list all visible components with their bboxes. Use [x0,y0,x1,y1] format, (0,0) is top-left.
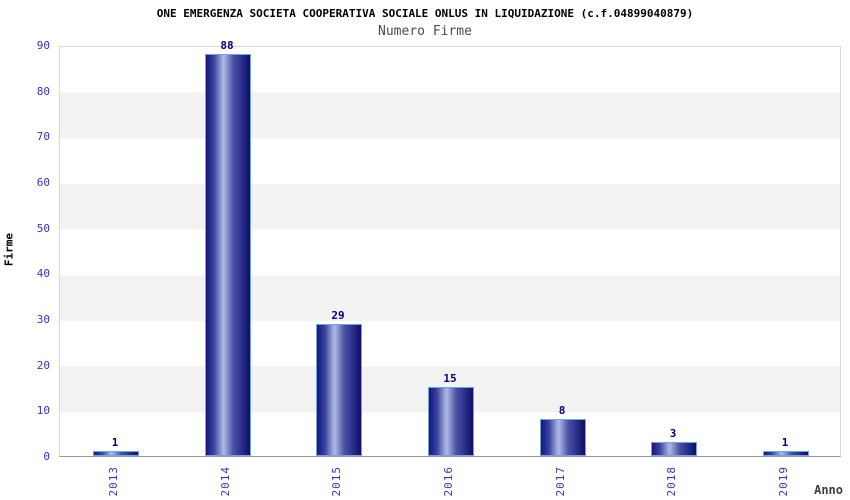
bar-value-label: 88 [220,39,234,52]
y-tick-label: 60 [36,176,50,189]
bar-2017 [540,419,586,456]
chart-subtitle: Numero Firme [378,24,472,39]
y-tick-label: 70 [36,130,50,144]
y-tick-label: 90 [36,39,50,52]
chart-title: ONE EMERGENZA SOCIETA COOPERATIVA SOCIAL… [156,7,694,20]
bar-2014 [205,54,251,456]
y-tick-label: 80 [36,84,50,98]
x-tick-label: 2013 [107,466,120,497]
bar-2013 [93,451,139,456]
bar-2019 [763,451,809,456]
x-axis-title: Anno [814,483,843,497]
bar-2018 [651,442,697,456]
bar-value-label: 15 [443,372,457,385]
bar-value-label: 29 [331,309,345,322]
y-tick-label: 40 [36,267,50,281]
y-axis-title-label: Firme [2,232,16,267]
x-tick-label: 2019 [777,466,790,497]
y-tick-label: 10 [36,404,50,418]
bar-value-label: 1 [111,436,119,449]
plot-area [59,46,841,457]
y-tick-label: 50 [36,221,50,235]
y-tick-label: 30 [36,313,50,326]
bar-value-label: 1 [781,436,789,449]
x-tick-label: 2014 [219,466,232,497]
y-tick-label: 20 [36,358,50,372]
bar-2016 [428,387,474,456]
y-tick-label: 0 [43,450,50,463]
bar-2015 [316,324,362,456]
x-tick-label: 2017 [554,466,567,497]
x-tick-label: 2015 [330,466,343,497]
bar-value-label: 3 [669,427,677,440]
x-tick-label: 2016 [442,466,455,497]
x-tick-label: 2018 [665,466,678,497]
bar-value-label: 8 [558,404,566,417]
